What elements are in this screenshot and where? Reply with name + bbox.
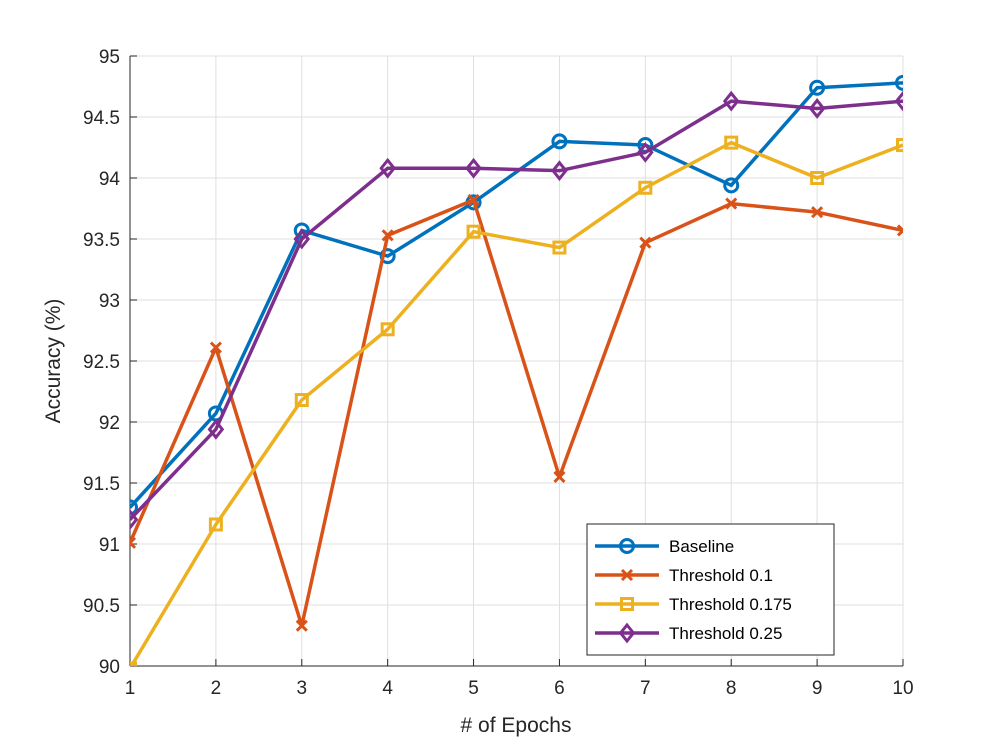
series-2-point	[811, 206, 824, 219]
series-2-point	[209, 341, 222, 354]
x-tick-label: 7	[640, 678, 651, 699]
x-tick-label: 4	[382, 678, 393, 699]
legend-item: Threshold 0.175	[595, 595, 792, 614]
y-tick-label: 93.5	[83, 230, 120, 251]
series-3-point	[638, 180, 653, 195]
series-1-point	[809, 79, 826, 96]
series-3	[130, 135, 903, 666]
x-tick-label: 6	[554, 678, 565, 699]
series-1-point	[379, 248, 396, 265]
series-2-point	[467, 193, 480, 207]
series-4-point	[379, 157, 396, 179]
series-2-point	[725, 197, 738, 210]
series-3-point	[552, 240, 567, 255]
x-tick-label: 1	[125, 678, 136, 699]
series-4-point	[894, 90, 903, 112]
series-3-point	[380, 322, 395, 337]
series-2-point	[639, 236, 652, 249]
series-2	[130, 193, 903, 632]
series-3-point	[724, 135, 739, 150]
series-4-line	[130, 99, 903, 521]
series-2-point	[130, 536, 137, 549]
series-1-point	[130, 499, 138, 516]
x-tick-label: 2	[211, 678, 222, 699]
series-4-point	[207, 418, 225, 440]
x-tick-label: 8	[726, 678, 737, 699]
series-3-point	[208, 517, 223, 532]
x-axis-label: # of Epochs	[461, 714, 572, 737]
y-tick-label: 92.5	[83, 352, 120, 373]
series-4-point	[637, 141, 654, 163]
series-1-point	[723, 177, 740, 194]
tick-labels: 1 2 3 4 5 6 7 8 9 10 90 90.5 91 91.5 92 92.5 93 93.5 94 94.…	[83, 47, 914, 699]
y-tick-label: 91.5	[83, 474, 120, 495]
legend-swatch-marker	[618, 622, 636, 644]
series-4-point	[722, 90, 740, 112]
series-1-line	[130, 81, 903, 509]
series-layer	[130, 74, 903, 666]
series-4-point	[293, 228, 311, 250]
legend-label: Threshold 0.1	[669, 566, 773, 585]
legend-label: Baseline	[669, 537, 734, 556]
y-tick-label: 90	[99, 657, 120, 678]
series-4-point	[130, 509, 139, 531]
series-2-point	[381, 229, 394, 242]
legend: Baseline Threshold 0.1 Threshold 0.175 Thre…	[586, 523, 835, 656]
series-3-point	[810, 171, 825, 185]
series-1-point	[895, 74, 903, 91]
series-2-point	[896, 224, 903, 237]
legend-label: Threshold 0.25	[669, 624, 782, 643]
y-tick-label: 95	[99, 47, 120, 68]
y-axis-label: Accuracy (%)	[42, 299, 65, 424]
series-4-point	[808, 98, 826, 119]
x-tick-label: 5	[468, 678, 479, 699]
y-tick-label: 94.5	[83, 108, 120, 129]
series-3-point	[466, 224, 481, 239]
y-tick-label: 93	[99, 291, 120, 312]
legend-item: Baseline	[595, 537, 734, 556]
y-tick-label: 92	[99, 413, 120, 434]
series-2-point	[553, 470, 566, 483]
legend-label: Threshold 0.175	[669, 595, 792, 614]
y-tick-label: 91	[99, 535, 120, 556]
series-3-line	[130, 140, 903, 666]
legend-swatch-marker	[620, 568, 634, 582]
series-1-point	[551, 133, 568, 150]
x-tick-label: 10	[892, 678, 913, 699]
legend-swatch-marker	[620, 597, 634, 611]
series-3-point	[896, 138, 903, 153]
series-4	[130, 90, 903, 531]
series-4-point	[551, 160, 568, 182]
legend-swatch-marker	[619, 538, 635, 554]
series-2-line	[130, 198, 903, 628]
legend-item: Threshold 0.1	[595, 566, 773, 585]
x-tick-label: 3	[296, 678, 307, 699]
series-1	[130, 74, 903, 516]
series-4-point	[465, 157, 482, 179]
axes	[129, 55, 904, 667]
x-tick-label: 9	[812, 678, 823, 699]
legend-item: Threshold 0.25	[595, 622, 782, 644]
series-2-point	[295, 619, 308, 632]
y-tick-label: 90.5	[83, 596, 120, 617]
series-3-point	[294, 393, 309, 408]
y-tick-label: 94	[99, 169, 121, 190]
